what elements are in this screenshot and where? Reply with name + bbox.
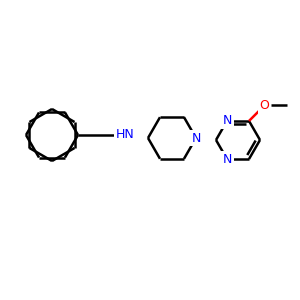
- Text: N: N: [222, 114, 232, 128]
- Text: HN: HN: [116, 128, 134, 142]
- Text: N: N: [222, 153, 232, 166]
- Text: O: O: [260, 99, 269, 112]
- Text: N: N: [191, 131, 201, 145]
